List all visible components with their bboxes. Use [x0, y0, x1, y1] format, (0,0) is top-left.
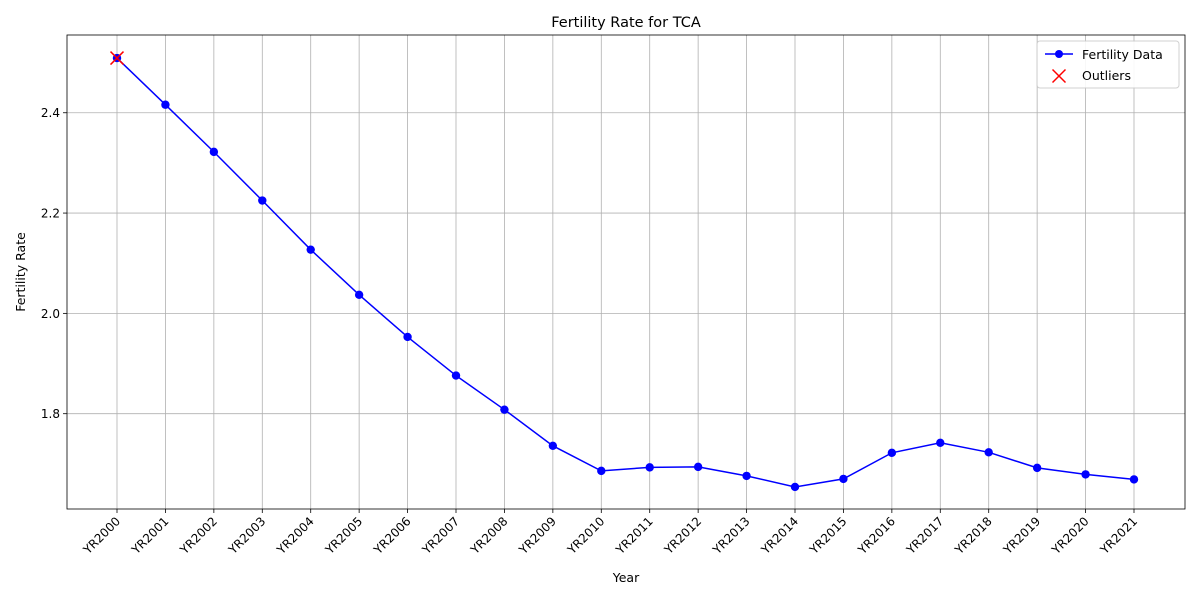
- fertility-point: [887, 448, 897, 458]
- fertility-line: [116, 57, 1135, 488]
- y-tick-label: 2.2: [41, 207, 60, 221]
- fertility-point: [936, 438, 945, 447]
- fertility-point: [984, 448, 993, 457]
- fertility-point: [161, 100, 170, 109]
- plot-frame: [66, 34, 1186, 510]
- fertility-point: [1032, 463, 1042, 473]
- fertility-point: [548, 441, 558, 450]
- y-tick-label: 1.8: [41, 407, 60, 421]
- legend: Fertility Data Outliers: [1036, 40, 1180, 89]
- fertility-point: [451, 371, 461, 380]
- fertility-point: [597, 466, 606, 476]
- fertility-point: [306, 245, 315, 254]
- axes: [66, 34, 1186, 510]
- y-tick-label: 2.4: [41, 106, 60, 120]
- legend-marker-outliers: [1051, 68, 1067, 84]
- fertility-point: [693, 462, 703, 472]
- fertility-point: [500, 405, 509, 414]
- fertility-point: [1129, 475, 1139, 484]
- fertility-point: [790, 482, 800, 492]
- y-tick-label: 2.0: [41, 307, 60, 321]
- fertility-point: [209, 147, 219, 157]
- y-axis-label: Fertility Rate: [13, 232, 28, 312]
- x-axis-label: Year: [612, 570, 640, 585]
- legend-label-fertility: Fertility Data: [1082, 47, 1163, 62]
- fertility-point: [1081, 470, 1090, 479]
- fertility-point: [403, 332, 412, 342]
- chart-title: Fertility Rate for TCA: [551, 15, 701, 31]
- fertility-point: [839, 474, 848, 484]
- fertility-point: [742, 471, 751, 481]
- grid-lines: [67, 35, 1185, 509]
- legend-box: [1036, 40, 1180, 89]
- legend-label-outliers: Outliers: [1082, 68, 1131, 83]
- fertility-point: [645, 463, 654, 472]
- outlier-marker: [109, 51, 125, 66]
- legend-marker-fertility: [1055, 50, 1063, 58]
- series-layer: [109, 51, 1139, 492]
- outlier-stroke: [109, 51, 125, 66]
- fertility-point: [354, 290, 364, 300]
- fertility-point: [258, 196, 267, 205]
